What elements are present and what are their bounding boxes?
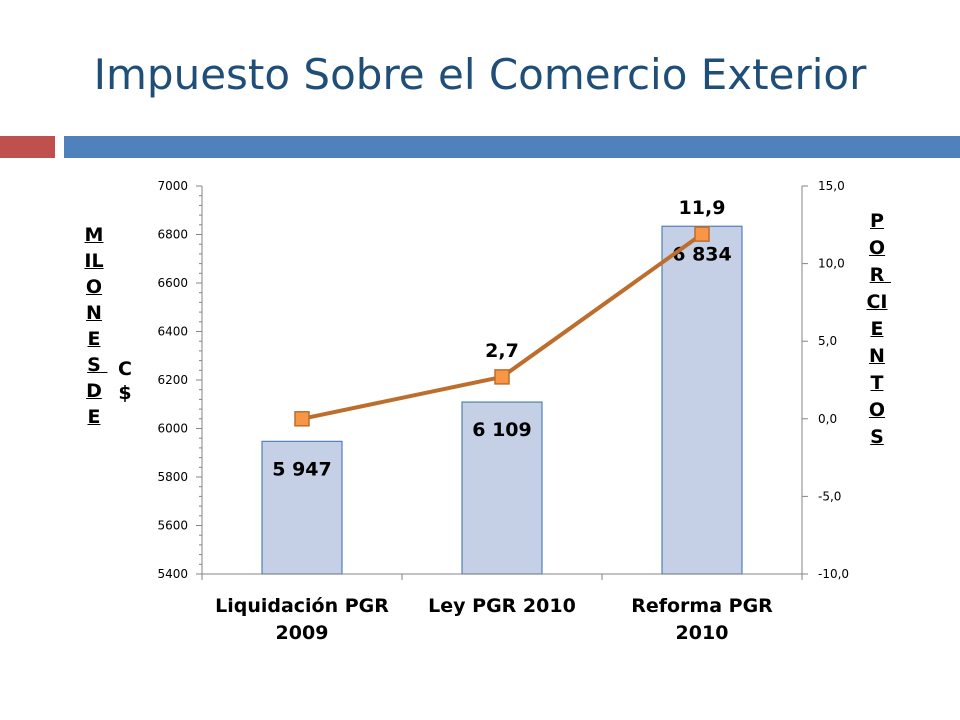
x-category-label: 2010 [676,622,729,644]
x-category-label: Reforma PGR [631,595,773,617]
y-left-tick-label: 5600 [157,519,188,533]
y-axis-left-label: MILONES DE [84,224,108,428]
x-category-label: 2009 [276,622,329,644]
y-right-tick-label: -10,0 [818,567,849,581]
y-right-tick-label: 15,0 [818,179,845,193]
y-right-tick-label: 0,0 [818,412,837,426]
bar-2 [461,401,543,575]
y-left-tick-label: 6400 [157,325,188,339]
y-left-tick-label: 6600 [157,276,188,290]
x-category-label: Liquidación PGR [215,595,389,617]
y-right-tick-label: -5,0 [818,489,841,503]
y-left-tick-label: 6200 [157,373,188,387]
line-value-label: 11,9 [679,197,726,219]
bar-value-label: 6 834 [672,243,732,265]
y-axis-right-label: POR CIENTOS [866,210,891,448]
y-left-tick-label: 6000 [157,422,188,436]
bar-3 [661,225,743,575]
line-marker [694,226,710,242]
bar-value-label: 5 947 [272,458,332,480]
y-left-tick-label: 5400 [157,567,188,581]
y-right-tick-label: 10,0 [818,257,845,271]
line-series [301,232,704,421]
title-accent-red [0,136,55,158]
line-value-label: 2,7 [485,340,519,362]
line-marker [494,369,510,385]
line-marker [294,411,310,427]
slide-title: Impuesto Sobre el Comercio Exterior [93,50,867,99]
y-left-tick-label: 6800 [157,228,188,242]
y-left-tick-label: 5800 [157,470,188,484]
bar-value-label: 6 109 [472,419,532,441]
x-category-label: Ley PGR 2010 [428,595,576,617]
bar-1 [261,440,343,575]
y-axis-left-unit-label: C$ [118,358,132,404]
y-right-tick-label: 5,0 [818,334,837,348]
title-accent-blue [64,136,960,158]
y-left-tick-label: 7000 [157,179,188,193]
